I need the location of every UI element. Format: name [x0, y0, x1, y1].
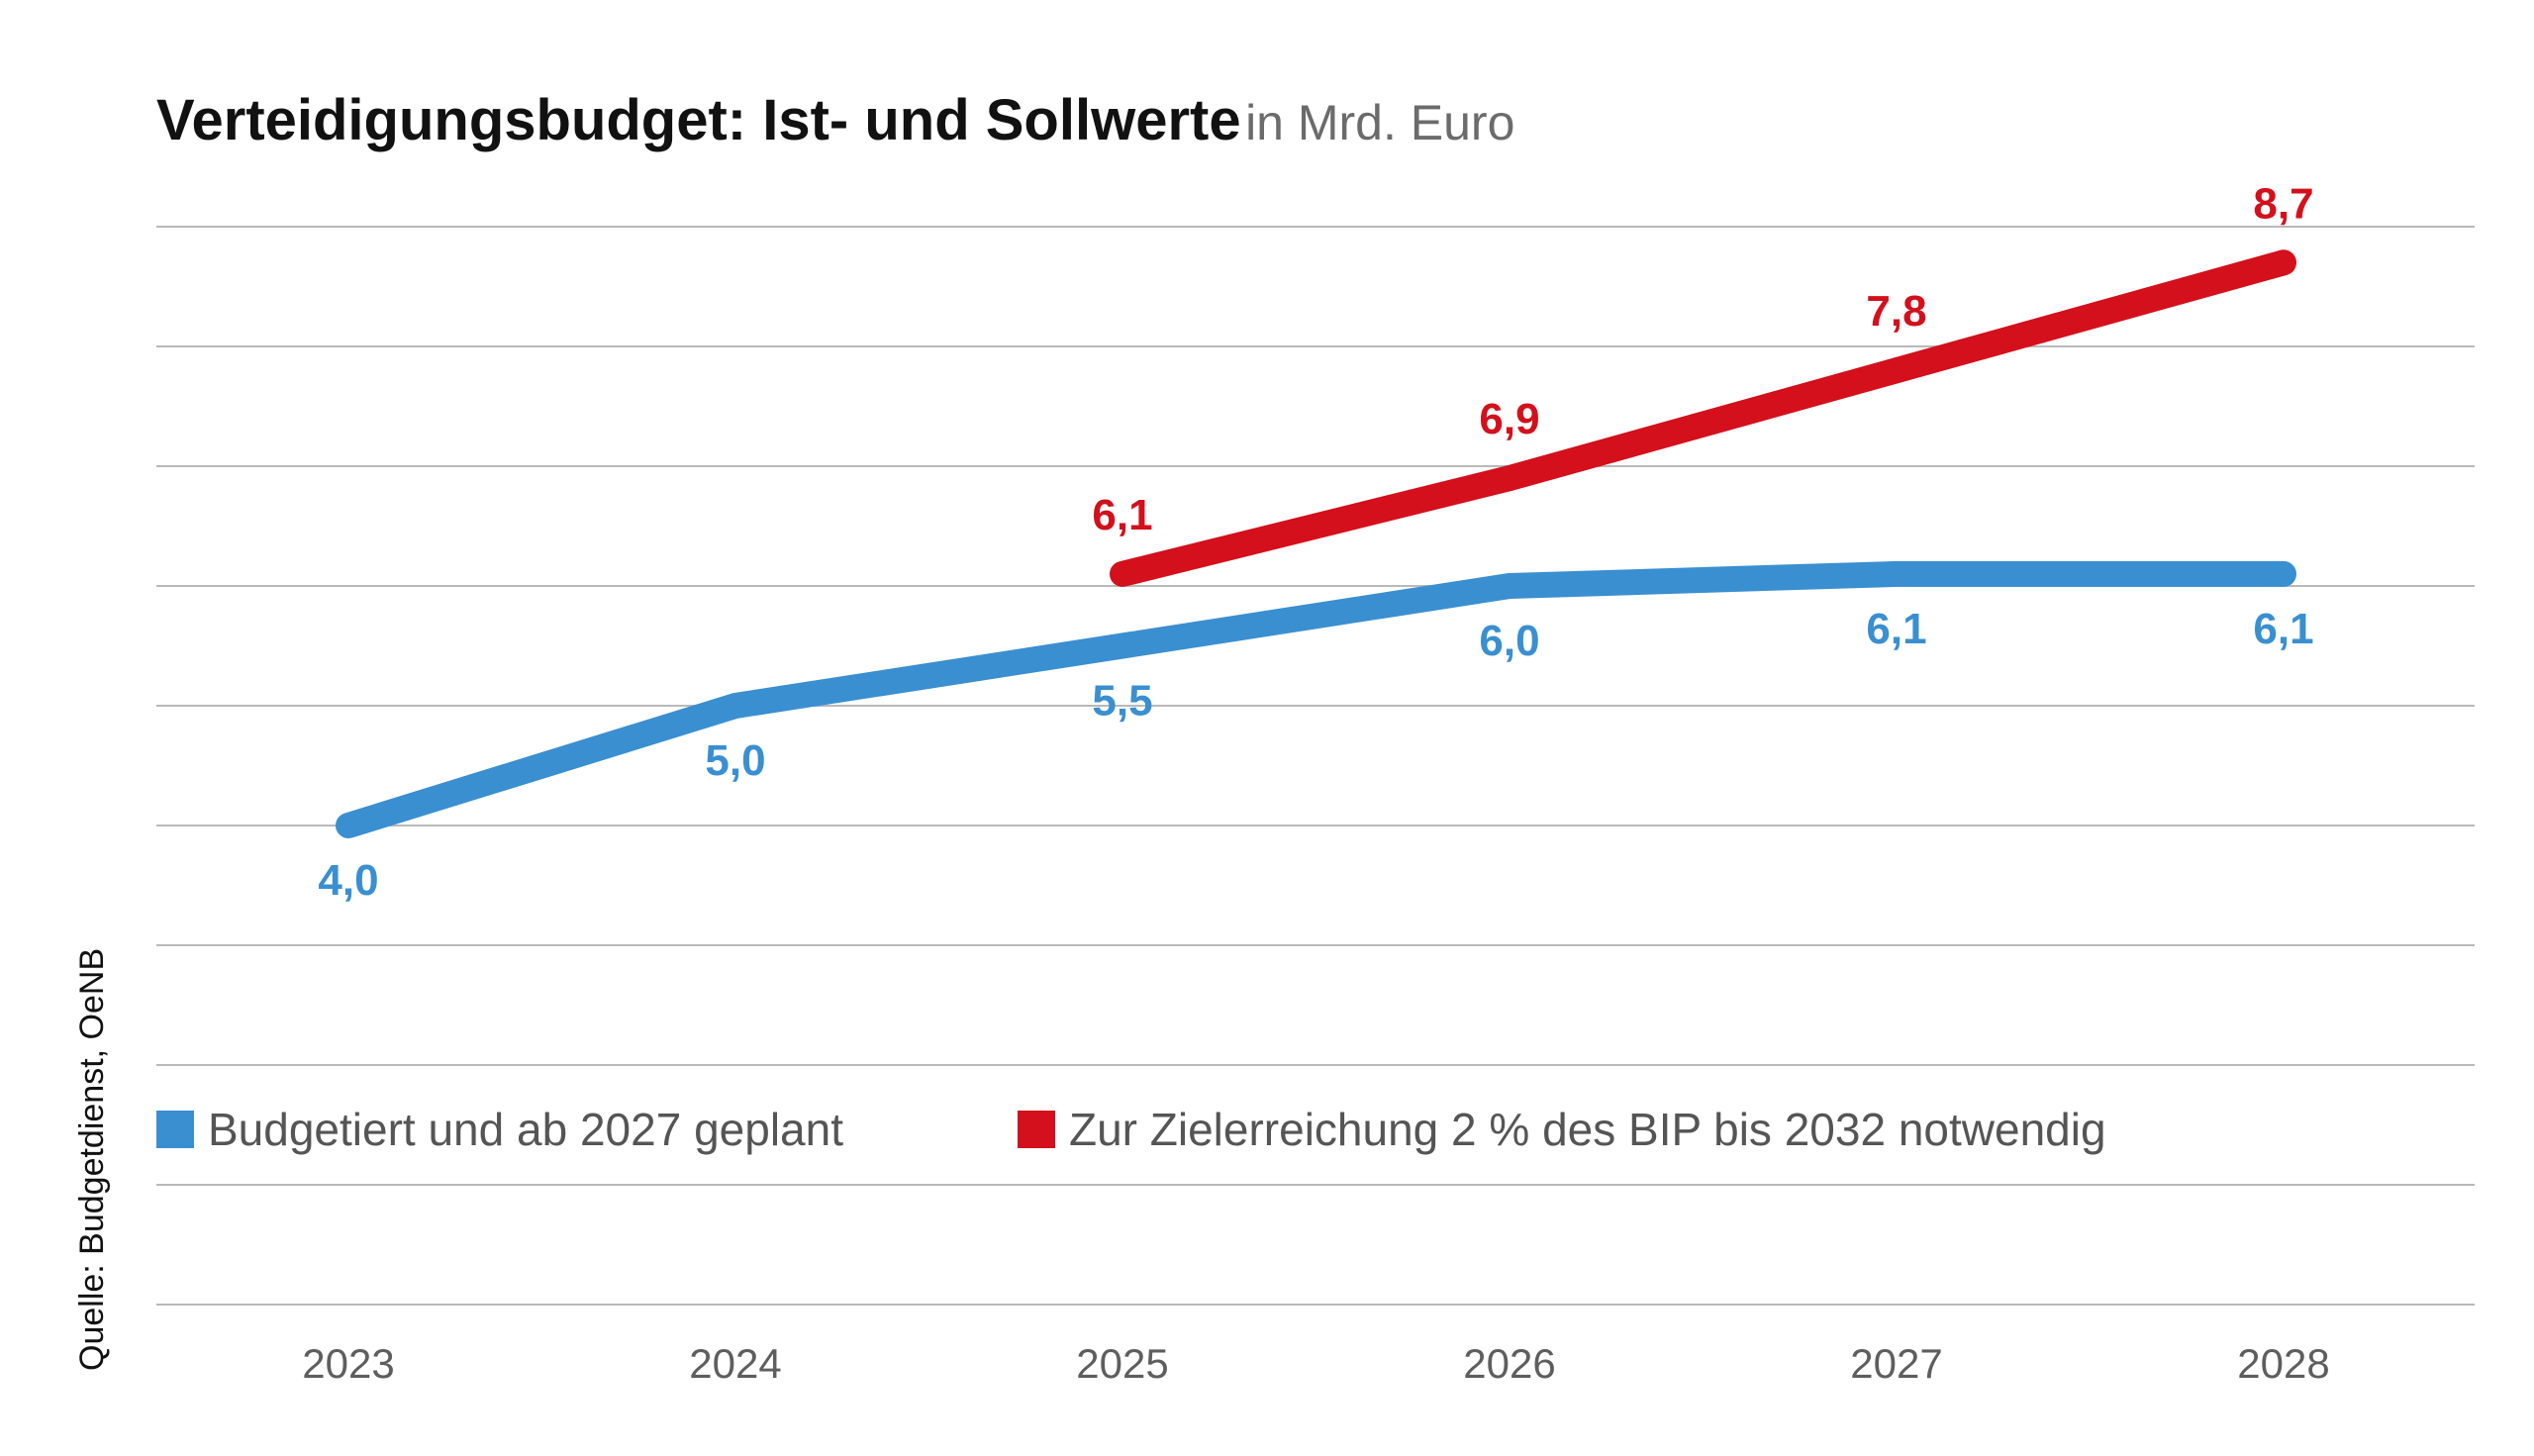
data-label-s1-2025: 6,1	[1092, 491, 1152, 539]
x-tick-2024: 2024	[689, 1340, 781, 1387]
data-label-s1-2028: 8,7	[2253, 179, 2313, 228]
legend-swatch-0	[156, 1111, 194, 1148]
data-label-s1-2026: 6,9	[1479, 395, 1539, 443]
data-label-s0-2026: 6,0	[1479, 617, 1539, 665]
data-label-s0-2028: 6,1	[2253, 605, 2313, 653]
data-labels: 4,0 5,0 5,5 6,0 6,1 6,1 6,1 6,9 7,8 8,7	[318, 179, 2313, 905]
chart-title: Verteidigungsbudget: Ist- und Sollwerte	[156, 88, 1241, 152]
x-tick-2028: 2028	[2237, 1340, 2329, 1387]
x-tick-2026: 2026	[1463, 1340, 1555, 1387]
series-line-1	[1110, 249, 2296, 587]
data-label-s0-2023: 4,0	[318, 856, 378, 905]
data-label-s0-2025: 5,5	[1092, 677, 1152, 726]
x-tick-2027: 2027	[1850, 1340, 1942, 1387]
series-lines	[336, 249, 2296, 838]
data-label-s1-2027: 7,8	[1866, 287, 1926, 336]
legend-label-0: Budgetiert und ab 2027 geplant	[208, 1104, 843, 1155]
series-line-0	[336, 560, 2296, 838]
legend: Budgetiert und ab 2027 geplant Zur Zieler…	[156, 1104, 2106, 1155]
chart-unit: in Mrd. Euro	[1245, 95, 1515, 150]
legend-label-1: Zur Zielerreichung 2 % des BIP bis 2032 …	[1069, 1104, 2106, 1155]
legend-swatch-1	[1018, 1111, 1055, 1148]
x-tick-2023: 2023	[302, 1340, 394, 1387]
chart-title-block: Verteidigungsbudget: Ist- und Sollwerte …	[156, 87, 1514, 153]
data-label-s0-2027: 6,1	[1866, 605, 1926, 653]
x-axis-ticks: 2023 2024 2025 2026 2027 2028	[302, 1340, 2329, 1387]
data-label-s0-2024: 5,0	[705, 736, 765, 785]
x-tick-2025: 2025	[1076, 1340, 1168, 1387]
